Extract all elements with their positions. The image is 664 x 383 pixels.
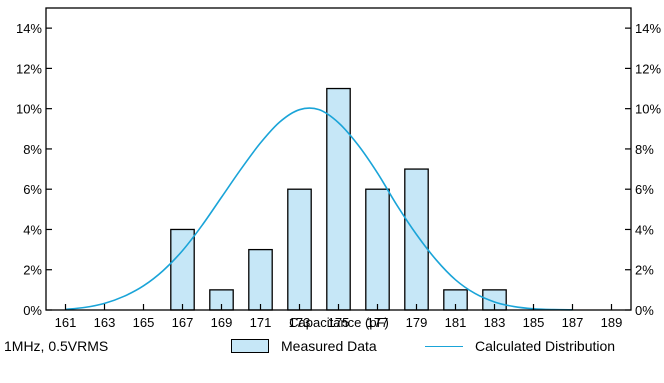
test-condition-note: 1MHz, 0.5VRMS — [4, 338, 109, 354]
x-tick-label-167: 167 — [172, 315, 194, 330]
legend-label-measured-data: Measured Data — [281, 338, 377, 354]
y-tick-label-right-12: 12% — [635, 61, 661, 76]
legend-item-calculated-distribution: Calculated Distribution — [425, 338, 615, 354]
x-tick-label-165: 165 — [133, 315, 155, 330]
y-tick-label-right-6: 6% — [635, 182, 654, 197]
y-tick-label-left-8: 8% — [23, 142, 42, 157]
bars-layer — [170, 87, 507, 311]
y-tick-label-right-10: 10% — [635, 102, 661, 117]
ticks-layer: 0% 0% 2% 2% 4% 4% 6% 6% 8% 8% 10% 10% 12% 12% 14% 14% 16… — [16, 21, 661, 330]
y-tick-label-left-0: 0% — [23, 303, 42, 318]
x-tick-label-179: 179 — [406, 315, 428, 330]
x-tick-label-181: 181 — [445, 315, 467, 330]
x-tick-label-189: 189 — [601, 315, 623, 330]
bar-179 — [404, 168, 429, 311]
y-tick-label-left-10: 10% — [16, 102, 42, 117]
x-tick-label-175: 175 — [328, 315, 350, 330]
bar-171 — [248, 248, 273, 311]
y-tick-label-right-14: 14% — [635, 21, 661, 36]
y-tick-label-right-8: 8% — [635, 142, 654, 157]
x-tick-label-183: 183 — [484, 315, 506, 330]
x-tick-label-161: 161 — [55, 315, 77, 330]
legend: 1MHz, 0.5VRMS Measured Data Calculated D… — [0, 338, 664, 358]
line-layer — [65, 107, 573, 311]
x-tick-label-163: 163 — [94, 315, 116, 330]
y-tick-label-left-6: 6% — [23, 182, 42, 197]
y-tick-label-right-2: 2% — [635, 263, 654, 278]
calculated-distribution-line — [65, 107, 573, 311]
capacitance-histogram-chart: 0% 0% 2% 2% 4% 4% 6% 6% 8% 8% 10% 10% 12% 12% 14% 14% 16… — [16, 7, 661, 330]
legend-bar-swatch — [231, 339, 269, 353]
x-tick-label-177: 177 — [367, 315, 389, 330]
y-tick-label-left-2: 2% — [23, 263, 42, 278]
x-tick-label-169: 169 — [211, 315, 233, 330]
bar-173 — [287, 188, 312, 311]
x-tick-label-171: 171 — [250, 315, 272, 330]
y-tick-label-left-12: 12% — [16, 61, 42, 76]
x-tick-label-173: 173 — [289, 315, 311, 330]
bar-177 — [365, 188, 390, 311]
x-tick-label-187: 187 — [562, 315, 584, 330]
y-tick-label-right-4: 4% — [635, 222, 654, 237]
y-tick-label-right-0: 0% — [635, 303, 654, 318]
x-tick-label-185: 185 — [523, 315, 545, 330]
legend-line-swatch — [425, 345, 463, 347]
x-axis-label: Capacitance (pF) — [289, 315, 389, 330]
y-tick-label-left-14: 14% — [16, 21, 42, 36]
y-tick-label-left-4: 4% — [23, 222, 42, 237]
legend-label-calculated-distribution: Calculated Distribution — [475, 338, 616, 354]
legend-item-measured-data: Measured Data — [231, 338, 377, 354]
